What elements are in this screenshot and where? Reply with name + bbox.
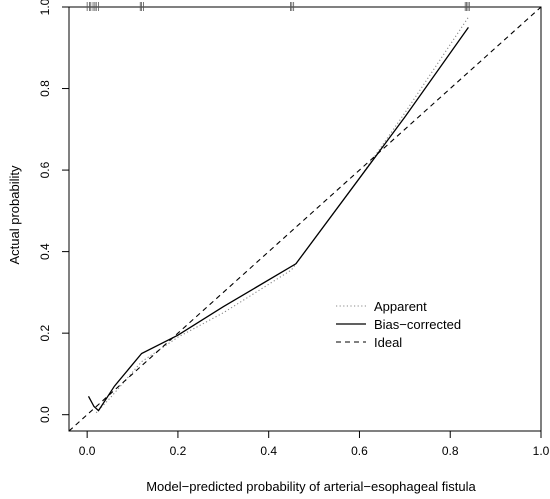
legend-label: Ideal: [374, 335, 402, 350]
y-tick-label: 0.6: [38, 161, 52, 178]
x-tick-label: 0.0: [79, 444, 96, 458]
y-tick-label: 0.2: [38, 324, 52, 341]
x-tick-label: 0.8: [442, 444, 459, 458]
legend-label: Bias−corrected: [374, 317, 461, 332]
y-tick-label: 1.0: [38, 0, 52, 15]
series-lines: [68, 6, 542, 432]
y-tick-label: 0.8: [38, 80, 52, 97]
plot-frame: [68, 6, 542, 432]
x-axis: 0.0 0.2 0.4 0.6 0.8 1.0: [79, 431, 550, 458]
plot-frame-layer: [68, 6, 542, 432]
x-tick-label: 0.2: [170, 444, 187, 458]
y-axis-title: Actual probability: [7, 165, 22, 264]
x-tick-label: 1.0: [533, 444, 550, 458]
series-line-dotted: [95, 16, 469, 414]
series-line-solid: [87, 27, 469, 412]
legend-label: Apparent: [374, 299, 427, 314]
series-line-dashed: [68, 6, 542, 432]
x-tick-label: 0.6: [351, 444, 368, 458]
y-axis: 0.0 0.2 0.4 0.6 0.8 1.0: [38, 0, 69, 423]
y-tick-label: 0.0: [38, 406, 52, 423]
y-tick-label: 0.4: [38, 243, 52, 260]
legend: Apparent Bias−corrected Ideal: [336, 299, 461, 350]
x-axis-title: Model−predicted probability of arterial−…: [146, 479, 476, 494]
x-tick-label: 0.4: [260, 444, 277, 458]
rug-marks: [86, 2, 470, 11]
